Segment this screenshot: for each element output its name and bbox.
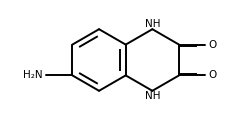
Text: NH: NH [145,91,160,101]
Text: NH: NH [145,19,160,29]
Text: H₂N: H₂N [23,70,43,80]
Text: O: O [209,40,217,50]
Text: O: O [209,70,217,80]
